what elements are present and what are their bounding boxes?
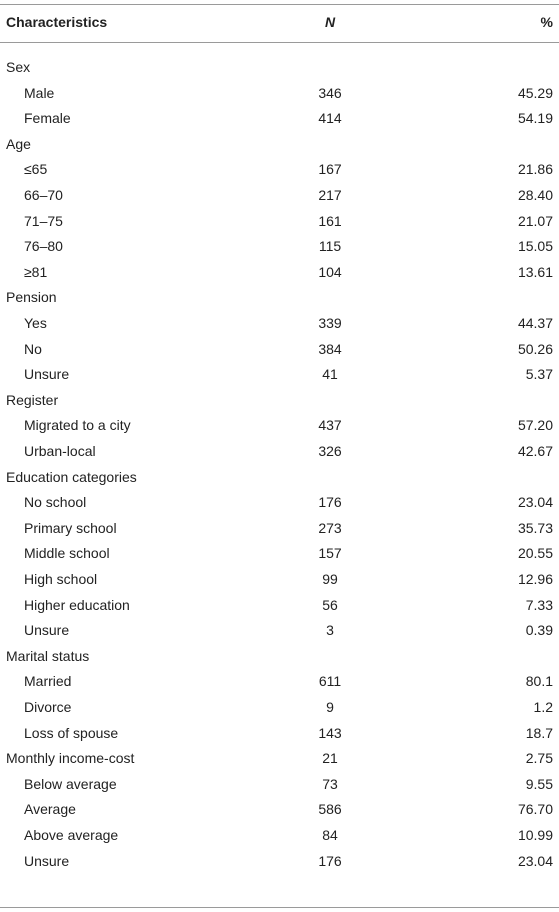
pct-cell: 2.75 <box>525 750 553 767</box>
n-cell: 167 <box>318 161 342 178</box>
pct-cell: 9.55 <box>525 775 553 792</box>
n-cell: 176 <box>318 494 342 511</box>
row-label: Middle school <box>24 545 110 562</box>
pct-cell: 13.61 <box>517 263 553 280</box>
row-label: Divorce <box>24 699 72 715</box>
row-label: Married <box>24 673 72 690</box>
row-label: Urban-local <box>24 443 96 459</box>
pct-cell: 42.67 <box>517 443 553 459</box>
pct-cell: 15.05 <box>517 238 553 255</box>
header-cell: N <box>324 14 336 30</box>
n-cell: 73 <box>322 775 338 792</box>
pct-cell: 44.37 <box>517 315 553 331</box>
section-label: Pension <box>6 289 57 306</box>
n-cell: 273 <box>318 519 342 536</box>
n-cell: 115 <box>318 238 342 255</box>
pct-cell: 76.70 <box>517 801 553 818</box>
pct-cell: 45.29 <box>517 84 553 101</box>
row-label: Female <box>24 110 71 127</box>
section-label: Marital status <box>6 647 90 664</box>
pct-cell: 10.99 <box>517 827 553 843</box>
row-label: 76–80 <box>24 238 63 255</box>
n-cell: 437 <box>318 417 342 434</box>
section-label: Monthly income-cost <box>6 750 135 767</box>
row-label: High school <box>24 571 98 587</box>
section-label: Education categories <box>6 468 137 485</box>
n-cell: 9 <box>326 699 334 715</box>
row-label: 71–75 <box>24 212 63 229</box>
row-label: Average <box>24 801 76 818</box>
row-label: Higher education <box>24 596 130 613</box>
n-cell: 217 <box>318 187 342 203</box>
n-cell: 586 <box>318 801 342 818</box>
pct-cell: 57.20 <box>517 417 553 434</box>
n-cell: 143 <box>318 724 342 741</box>
section-label: Sex <box>6 59 31 75</box>
pct-cell: 21.07 <box>517 212 553 229</box>
n-cell: 611 <box>318 673 342 690</box>
pct-cell: 54.19 <box>517 110 553 127</box>
row-label: Loss of spouse <box>24 724 119 741</box>
row-label: ≤65 <box>24 161 48 178</box>
pct-cell: 23.04 <box>517 494 553 511</box>
row-label: Unsure <box>24 366 70 383</box>
n-cell: 176 <box>318 852 342 869</box>
n-cell: 414 <box>318 110 342 127</box>
row-label: Migrated to a city <box>24 417 131 434</box>
n-cell: 346 <box>318 84 342 101</box>
n-cell: 384 <box>318 340 342 357</box>
row-label: 66–70 <box>24 187 63 203</box>
n-cell: 41 <box>322 366 338 383</box>
n-cell: 326 <box>318 443 342 459</box>
n-cell: 104 <box>318 263 342 280</box>
pct-cell: 28.40 <box>517 187 553 203</box>
row-label: Unsure <box>24 852 70 869</box>
pct-cell: 12.96 <box>517 571 553 587</box>
header-cell: Characteristics <box>6 14 108 30</box>
n-cell: 84 <box>322 827 338 843</box>
row-label: No <box>24 340 42 357</box>
row-label: Primary school <box>24 519 117 536</box>
pct-cell: 23.04 <box>517 852 553 869</box>
pct-cell: 18.7 <box>525 724 553 741</box>
row-label: Yes <box>24 315 47 331</box>
row-label: Below average <box>24 775 117 792</box>
pct-cell: 20.55 <box>517 545 553 562</box>
section-label: Register <box>6 391 59 408</box>
row-label: ≥81 <box>24 263 48 280</box>
header-cell: % <box>540 14 553 30</box>
n-cell: 21 <box>322 750 338 767</box>
pct-cell: 0.39 <box>525 622 553 639</box>
row-label: Male <box>24 84 55 101</box>
rule <box>0 42 559 43</box>
pct-cell: 5.37 <box>525 366 553 383</box>
n-cell: 99 <box>322 571 338 587</box>
row-label: No school <box>24 494 87 511</box>
rule <box>0 907 559 908</box>
pct-cell: 80.1 <box>525 673 553 690</box>
row-label: Unsure <box>24 622 70 639</box>
pct-cell: 21.86 <box>517 161 553 178</box>
row-label: Above average <box>24 827 119 843</box>
n-cell: 3 <box>326 622 334 639</box>
n-cell: 56 <box>322 596 338 613</box>
section-label: Age <box>6 135 31 152</box>
pct-cell: 7.33 <box>525 596 553 613</box>
pct-cell: 50.26 <box>517 340 553 357</box>
pct-cell: 35.73 <box>517 519 553 536</box>
pct-cell: 1.2 <box>533 699 553 715</box>
n-cell: 161 <box>318 212 342 229</box>
n-cell: 339 <box>318 315 342 331</box>
rule <box>0 4 559 5</box>
n-cell: 157 <box>318 545 342 562</box>
